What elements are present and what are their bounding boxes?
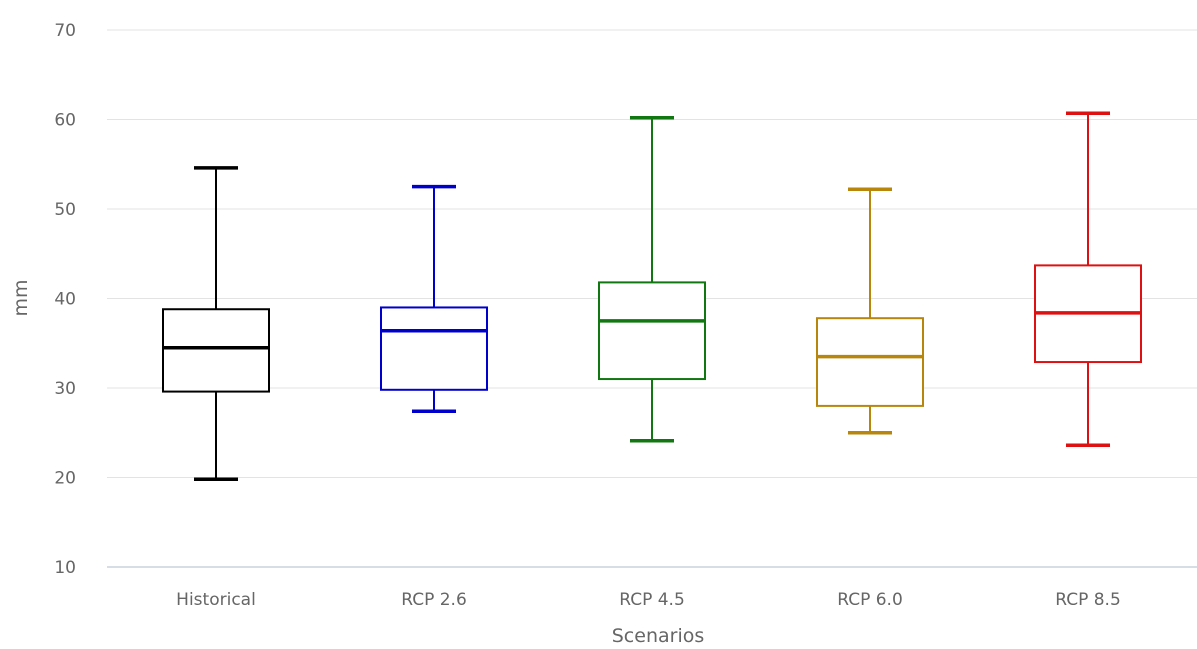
y-axis-title: mm — [10, 279, 32, 316]
box-plot-rcp-4-5 — [598, 115, 706, 443]
box-plot-rcp-6-0 — [816, 187, 924, 435]
box-plot-rcp-2-6 — [380, 184, 488, 414]
box-plot-historical — [162, 166, 270, 482]
x-tick-label: Historical — [176, 590, 256, 610]
y-tick-label: 10 — [54, 558, 76, 578]
y-tick-label: 40 — [54, 290, 76, 310]
x-tick-label: RCP 2.6 — [401, 590, 467, 610]
y-tick-label: 30 — [54, 379, 76, 399]
y-tick-label: 20 — [54, 469, 76, 489]
box-plot-rcp-8-5 — [1034, 111, 1142, 448]
x-axis-ticks: Historical RCP 2.6 RCP 4.5 RCP 6.0 RCP 8.5 — [176, 590, 1121, 610]
box-iqr — [598, 281, 706, 381]
y-tick-label: 70 — [54, 21, 76, 41]
box-iqr — [816, 317, 924, 407]
box-plots — [162, 111, 1142, 482]
x-tick-label: RCP 4.5 — [619, 590, 685, 610]
x-tick-label: RCP 6.0 — [837, 590, 903, 610]
y-tick-label: 50 — [54, 200, 76, 220]
x-axis-title: Scenarios — [612, 625, 705, 647]
box-iqr — [162, 308, 270, 393]
y-axis-ticks: 10 20 30 40 50 60 70 — [54, 21, 76, 578]
x-tick-label: RCP 8.5 — [1055, 590, 1121, 610]
box-iqr — [380, 306, 488, 391]
y-tick-label: 60 — [54, 111, 76, 131]
